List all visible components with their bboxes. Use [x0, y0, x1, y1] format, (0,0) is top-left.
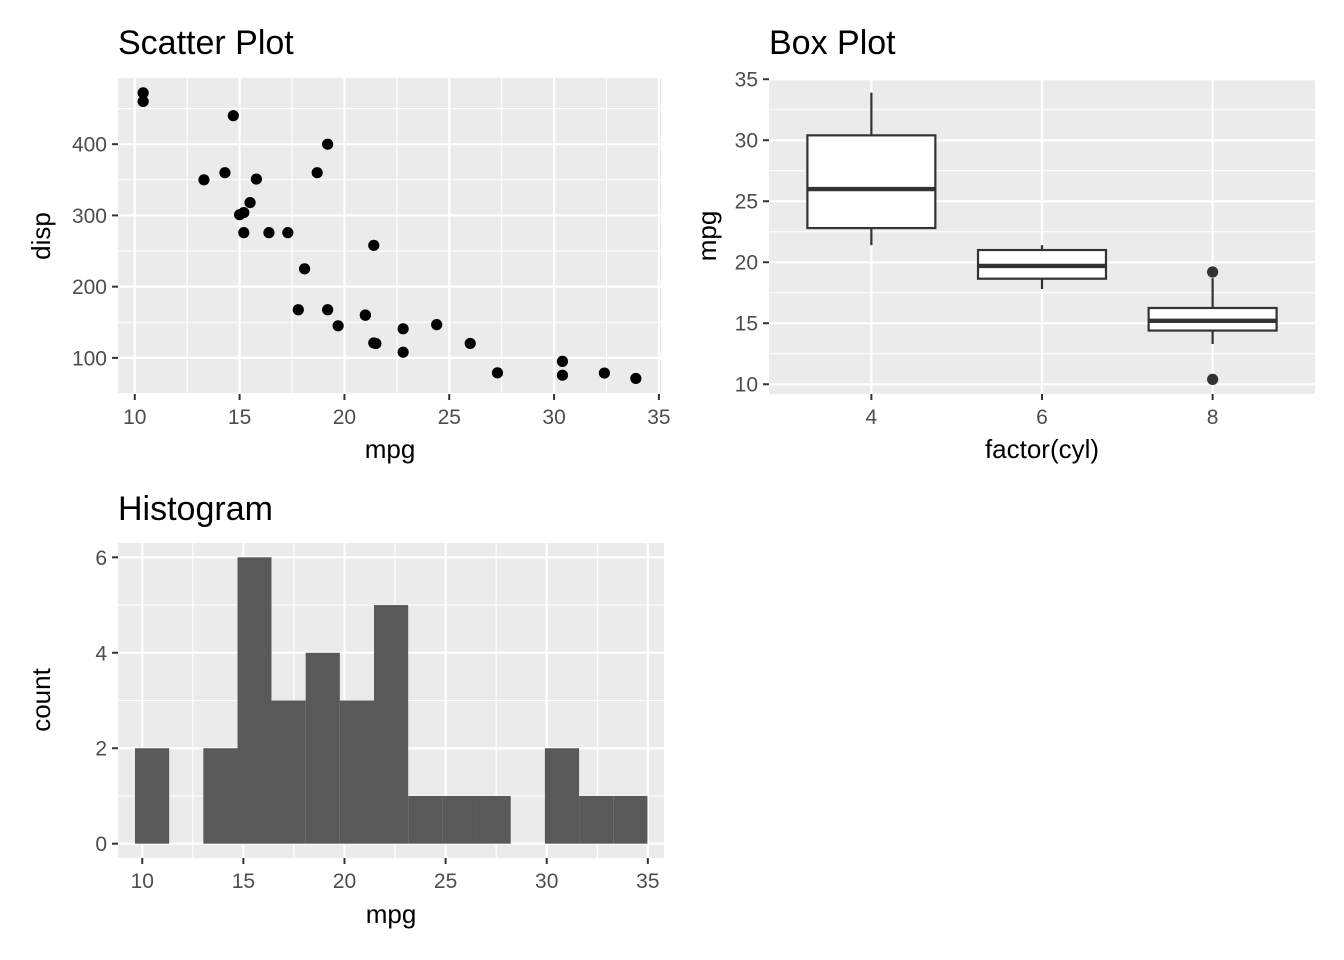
histogram-bar: [476, 795, 511, 844]
histogram: Histogram 10 15 20 25 30 35 0 2 4 6 mpg count: [26, 490, 664, 929]
scatter-point: [397, 346, 409, 358]
histogram-x-axis-label: mpg: [366, 899, 417, 929]
scatter-point: [598, 367, 610, 379]
scatter-point: [464, 337, 476, 350]
scatter-point: [263, 227, 275, 239]
scatter-point: [244, 196, 256, 209]
scatter-point: [233, 209, 246, 221]
box-y-tick-label: 35: [735, 69, 758, 92]
scatter-point: [556, 369, 569, 381]
box-title: Box Plot: [769, 24, 896, 62]
histogram-bar: [203, 748, 238, 844]
scatter-point: [359, 309, 371, 321]
box-x-tick-label: 6: [1036, 406, 1048, 429]
box-x-axis-label: factor(cyl): [985, 434, 1099, 464]
box-y-tick-label: 20: [735, 252, 758, 275]
box-x-tick-label: 8: [1207, 406, 1219, 429]
scatter-point: [219, 167, 231, 179]
scatter-point: [137, 87, 149, 99]
scatter-point: [556, 355, 569, 367]
histogram-x-tick-label: 30: [535, 870, 558, 893]
box-outlier-point: [1207, 373, 1219, 385]
scatter-panel: [118, 78, 661, 394]
histogram-bar: [579, 795, 614, 844]
scatter-point: [311, 167, 323, 179]
box-y-axis-label: mpg: [692, 211, 722, 262]
scatter-point: [397, 323, 409, 335]
histogram-y-tick-label: 6: [95, 547, 107, 570]
scatter-point: [292, 304, 304, 316]
histogram-bars: [134, 557, 648, 844]
histogram-bar: [613, 795, 648, 844]
scatter-plot: Scatter Plot 10 15 20 25 30 35 100 200 300 400 mp…: [26, 24, 671, 464]
histogram-bar: [271, 700, 306, 844]
scatter-y-tick-label: 100: [72, 347, 107, 370]
box-y-tick-label: 30: [735, 130, 758, 153]
box-boxes: [806, 92, 1278, 385]
scatter-grid: [118, 78, 661, 395]
histogram-y-tick-label: 2: [95, 738, 107, 761]
box-iqr-rect: [806, 134, 937, 230]
histogram-bar: [339, 700, 375, 844]
histogram-bar: [374, 605, 409, 844]
scatter-point: [322, 138, 334, 150]
histogram-x-tick-label: 20: [333, 870, 356, 893]
histogram-title: Histogram: [118, 490, 273, 528]
box-x-tick-label: 4: [866, 406, 878, 429]
box-plot: Box Plot 4 6 8 10 15 20 25 30 35 factor(cyl) mpg: [692, 24, 1315, 464]
scatter-point: [282, 227, 294, 239]
histogram-bar: [305, 652, 340, 844]
scatter-title: Scatter Plot: [118, 24, 294, 62]
scatter-point: [298, 263, 311, 275]
scatter-y-axis-label: disp: [26, 212, 56, 260]
scatter-point: [322, 304, 334, 316]
scatter-point: [250, 173, 262, 185]
scatter-x-tick-label: 15: [228, 406, 251, 429]
histogram-axes: 10 15 20 25 30 35 0 2 4 6: [95, 547, 659, 893]
scatter-x-tick-label: 30: [542, 406, 565, 429]
histogram-x-tick-label: 10: [131, 870, 154, 893]
histogram-bar: [442, 795, 477, 844]
histogram-y-axis-label: count: [26, 667, 56, 731]
histogram-x-tick-label: 35: [636, 870, 659, 893]
scatter-point: [137, 95, 149, 108]
scatter-x-tick-label: 35: [647, 406, 670, 429]
scatter-points: [137, 87, 642, 385]
scatter-point: [238, 227, 250, 239]
scatter-point: [491, 367, 504, 379]
histogram-x-tick-label: 25: [434, 870, 457, 893]
scatter-y-tick-label: 400: [72, 134, 107, 157]
box-axes: 4 6 8 10 15 20 25 30 35: [735, 69, 1219, 429]
box-y-tick-label: 25: [735, 191, 758, 214]
scatter-point: [368, 337, 380, 349]
histogram-bar: [134, 748, 170, 844]
scatter-x-tick-label: 25: [438, 406, 461, 429]
histogram-bar: [237, 557, 272, 844]
scatter-x-tick-label: 10: [123, 406, 146, 429]
histogram-y-tick-label: 0: [95, 833, 107, 856]
scatter-point: [368, 239, 380, 251]
scatter-point: [227, 110, 239, 122]
scatter-x-axis-label: mpg: [365, 434, 416, 464]
scatter-x-tick-label: 20: [333, 406, 356, 429]
histogram-y-tick-label: 4: [95, 642, 107, 665]
histogram-bar: [544, 748, 580, 844]
histogram-x-tick-label: 15: [232, 870, 255, 893]
box-y-tick-label: 10: [735, 374, 758, 397]
box-y-tick-label: 15: [735, 313, 758, 336]
scatter-y-tick-label: 200: [72, 276, 107, 299]
histogram-bar: [408, 795, 443, 844]
scatter-point: [198, 174, 210, 186]
scatter-point: [431, 319, 443, 331]
scatter-y-tick-label: 300: [72, 205, 107, 228]
scatter-point: [332, 320, 344, 332]
scatter-axes: 10 15 20 25 30 35 100 200 300 400: [72, 134, 671, 429]
scatter-point: [630, 372, 642, 385]
box-outlier-point: [1207, 266, 1219, 278]
